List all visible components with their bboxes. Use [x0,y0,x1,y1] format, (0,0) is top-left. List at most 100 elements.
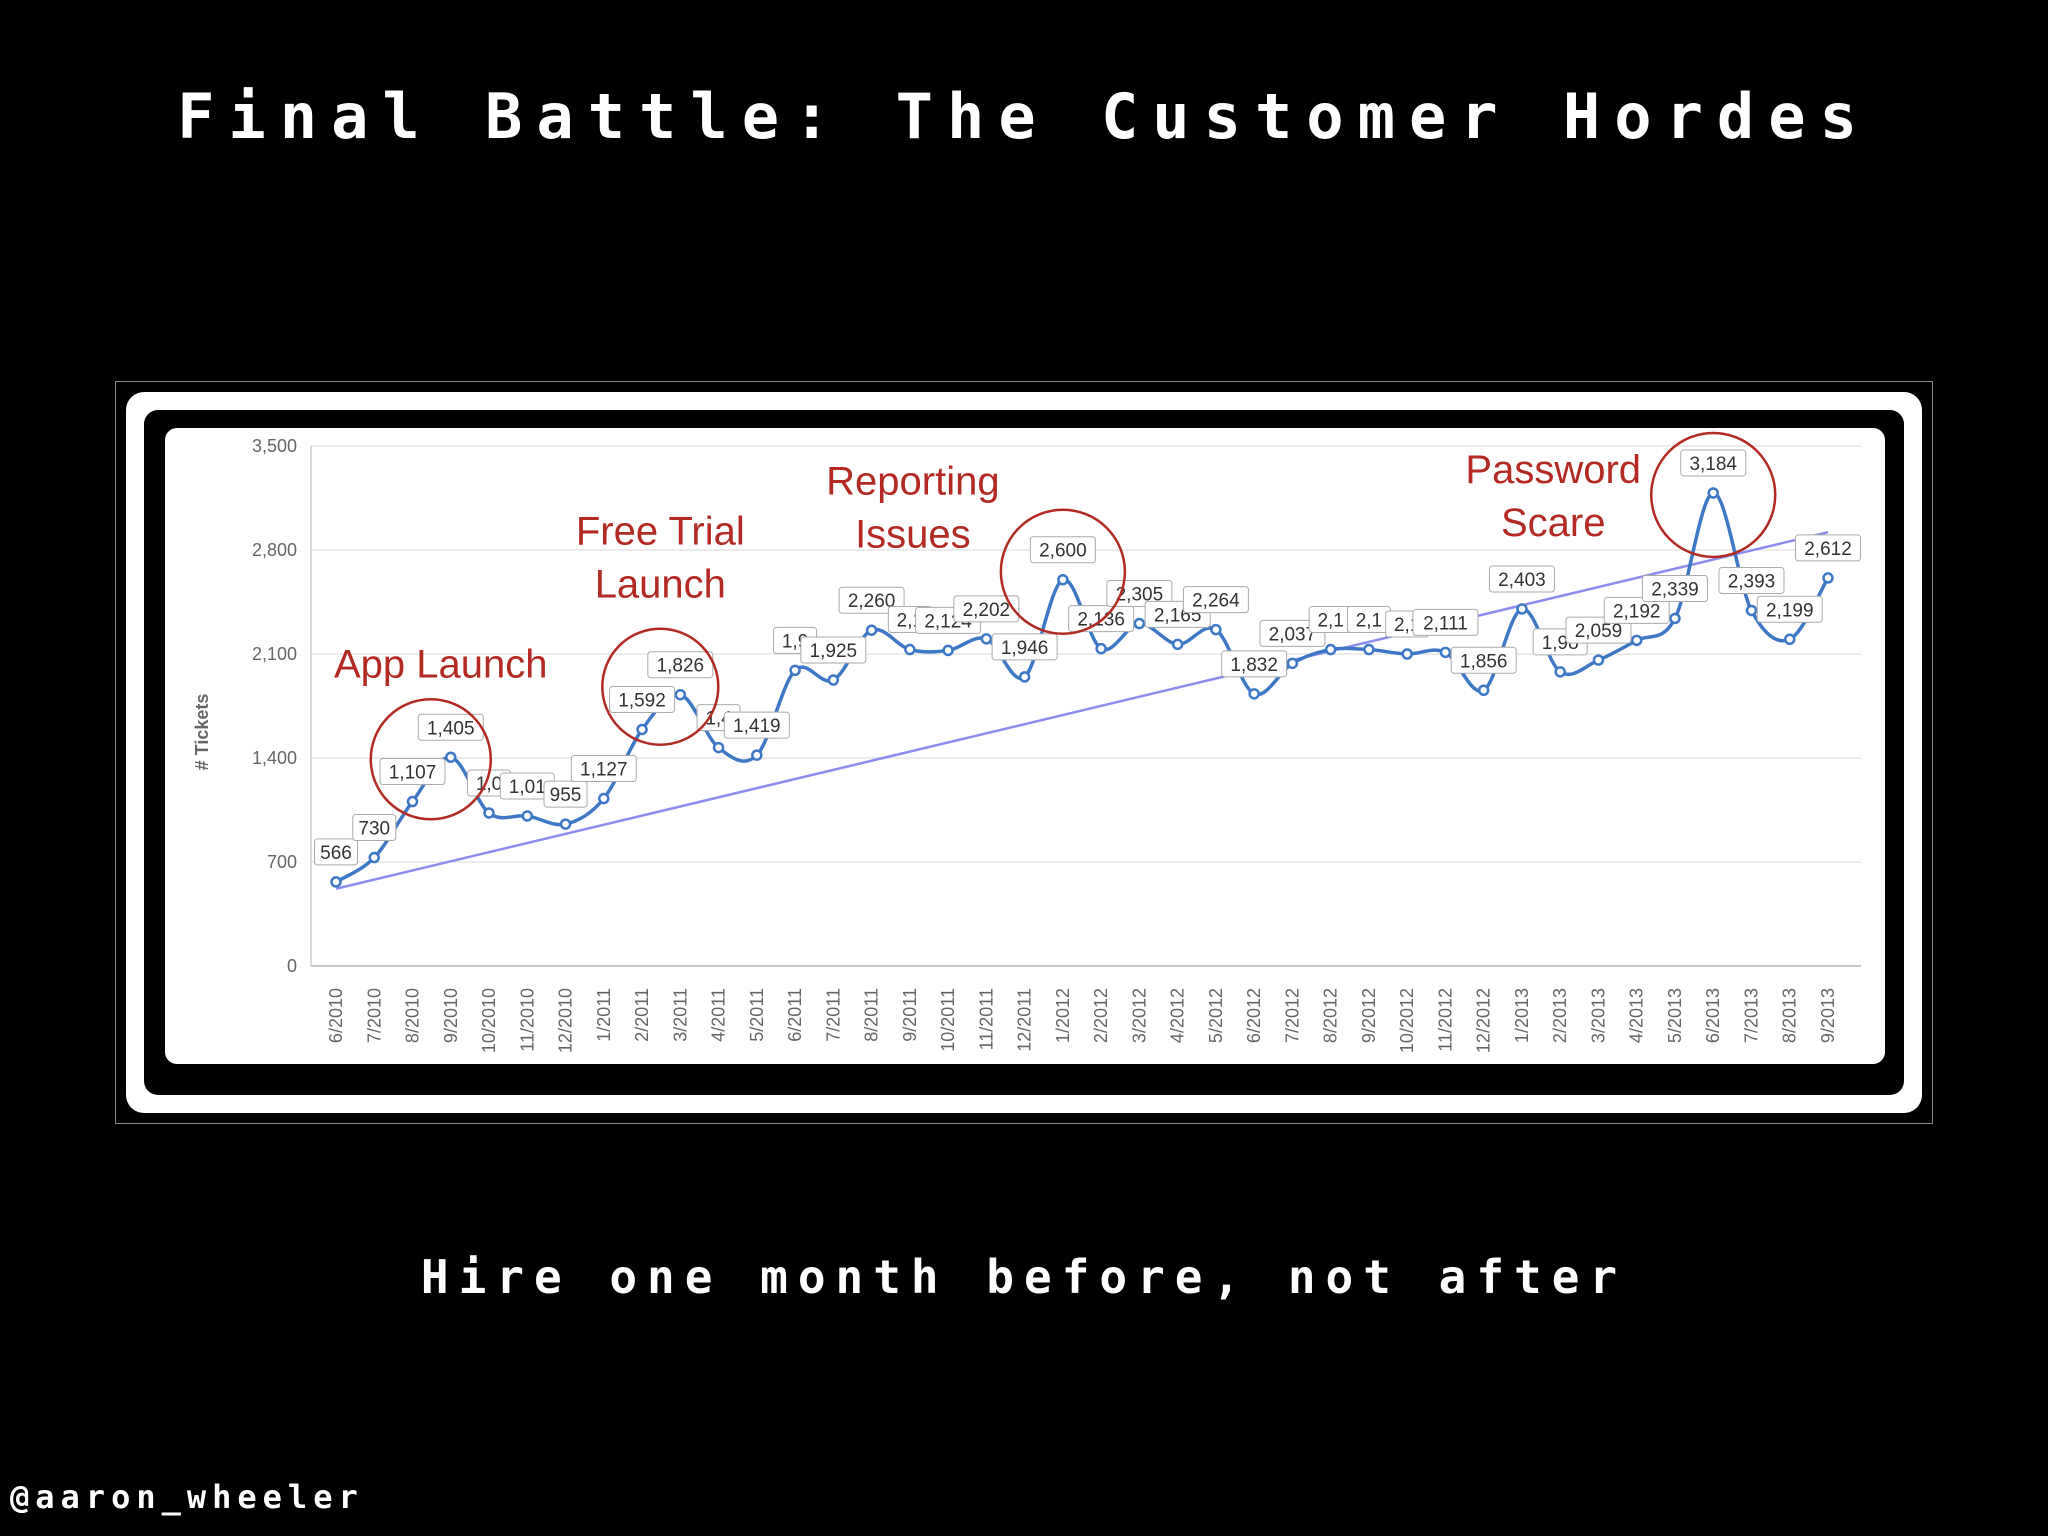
data-label-bg [352,814,397,842]
x-tick-label: 2/2013 [1550,988,1570,1043]
data-label: 2,111 [1423,613,1468,634]
data-point [1171,638,1184,651]
data-label-bg [1412,608,1479,636]
data-label: 2,403 [1498,570,1546,591]
data-point [904,643,916,656]
y-tick-label: 1,400 [252,748,297,768]
data-label-bg [609,685,676,713]
x-tick-label: 1/2013 [1512,988,1532,1043]
data-label-bg [1182,586,1249,614]
data-label-box: 1,592 [609,685,676,713]
data-point [1592,654,1605,666]
data-point [1133,617,1146,630]
data-point [598,792,610,805]
data-label: 1,832 [1230,655,1278,676]
x-tick-label: 7/2011 [823,988,843,1042]
x-tick-label: 12/2011 [1015,988,1035,1052]
x-tick-label: 11/2012 [1435,988,1455,1052]
data-label: 1,592 [618,690,666,711]
data-label-box: 1,405 [417,713,484,741]
data-label: 2,305 [1116,585,1164,606]
data-label-box: 955 [543,780,588,808]
data-label-bg [723,711,790,739]
data-point [827,674,840,686]
y-tick-label: 0 [287,956,297,976]
data-label: 730 [358,819,390,840]
x-tick-label: 9/2012 [1359,988,1379,1043]
data-label-box: 2,264 [1182,586,1249,614]
x-tick-label: 3/2013 [1588,988,1608,1043]
annotation-circle [1649,431,1777,559]
x-tick-label: 10/2012 [1397,988,1417,1053]
data-label: 2,612 [1804,539,1852,560]
plot-background [165,428,1885,1064]
data-label: 2,1 [1356,611,1382,632]
data-point [1554,666,1566,678]
data-label-bg [838,586,905,614]
data-label-box: 1,419 [723,711,790,739]
data-label: 2,264 [1192,591,1240,612]
data-label-bg [379,758,446,786]
y-tick-label: 3,500 [252,436,297,456]
data-label: 3,184 [1689,454,1737,475]
data-label: 1,405 [427,718,475,739]
data-label-box: 2,199 [1756,595,1823,623]
data-label-box: 1,826 [647,651,714,679]
data-point [1516,603,1528,615]
x-tick-label: 8/2011 [862,988,882,1042]
x-tick-label: 12/2010 [556,988,576,1053]
x-tick-label: 7/2012 [1282,988,1302,1043]
trendline [335,530,1829,890]
data-label: 2,339 [1651,579,1699,600]
annotation-label: Scare [1501,501,1606,545]
data-label-bg [570,755,637,783]
data-label: 566 [320,843,352,864]
data-point [1057,573,1069,586]
data-label-bg [1488,565,1555,593]
x-tick-label: 2/2012 [1091,988,1111,1043]
data-point [942,644,954,657]
data-label: 2,192 [1613,601,1661,622]
data-label: 1,01 [509,777,546,798]
data-label-box: 1,832 [1221,650,1288,678]
data-label-bg [953,595,1020,623]
data-label-bg [417,713,484,741]
data-point [1018,671,1031,683]
annotation-label: Password [1465,448,1641,492]
data-label-box: 730 [352,814,397,842]
x-tick-label: 3/2012 [1129,988,1149,1043]
x-tick-label: 12/2012 [1474,988,1494,1053]
data-point [1363,643,1375,656]
data-point [712,741,725,754]
data-label-box: 2,1 [1346,606,1391,634]
data-label-bg [1259,619,1326,647]
data-label-bg [314,838,358,866]
data-label-box: 2,192 [1603,596,1670,624]
y-tick-label: 2,100 [252,644,297,664]
x-tick-label: 5/2013 [1665,988,1685,1043]
data-label: 2,199 [1766,600,1814,621]
data-label: 1,107 [389,763,437,784]
data-label-bg [647,651,714,679]
data-label-box: 566 [314,838,358,866]
data-label: 1,127 [580,760,628,781]
data-label-bg [800,636,867,664]
data-point [980,633,993,645]
chart-image-frame: # Tickets 0 700 1,400 2,100 2,800 3,500 566 73… [115,381,1933,1124]
data-point [483,807,495,819]
data-label-box: 2,339 [1641,574,1708,602]
x-tick-label: 4/2012 [1168,988,1188,1043]
annotation-label: Free Trial [576,510,745,554]
data-label-box: 1,925 [800,636,867,664]
data-label-bg [1795,534,1861,562]
data-label-box: 1,107 [379,758,446,786]
data-point [1707,487,1719,499]
annotation-label: Launch [595,563,726,607]
data-point [1248,688,1260,700]
annotation-label: App Launch [334,642,548,686]
data-point [636,723,648,736]
data-label-box: 2,260 [838,586,905,614]
x-tick-label: 10/2011 [938,988,958,1052]
y-tick-label: 2,800 [252,540,297,560]
x-tick-label: 5/2011 [747,988,767,1042]
